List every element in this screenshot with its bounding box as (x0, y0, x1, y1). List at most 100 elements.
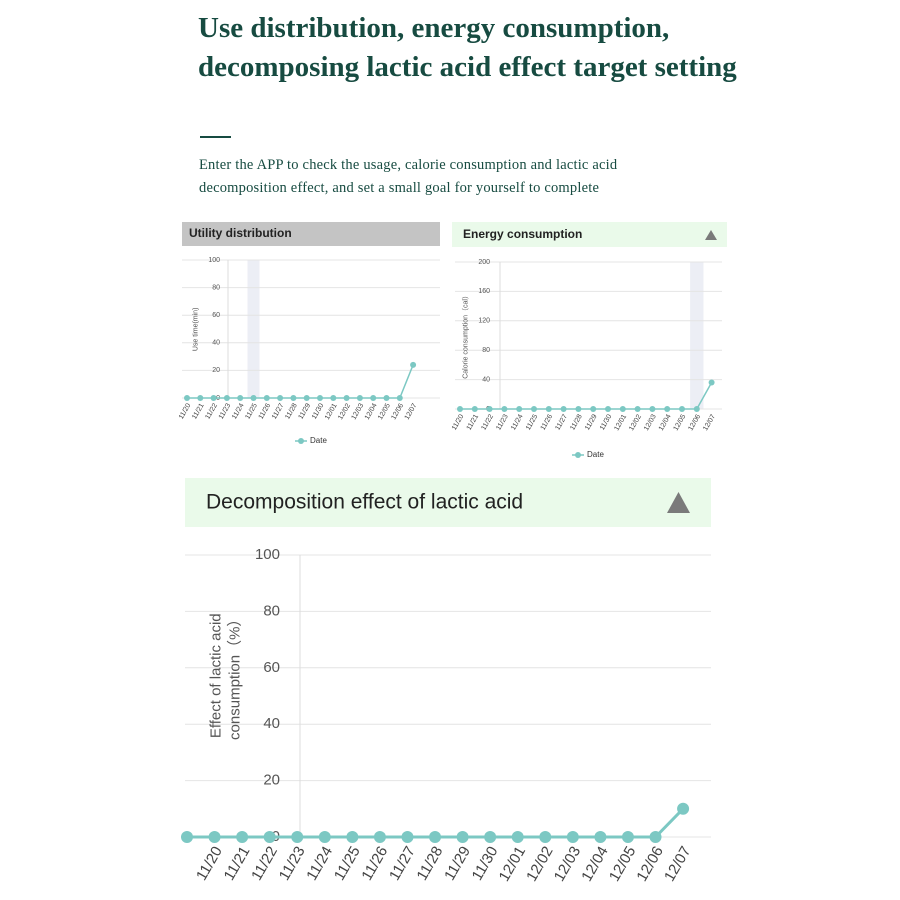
x-tick-label: 12/01 (496, 843, 529, 884)
x-tick-label: 12/03 (643, 413, 658, 432)
x-tick-label: 12/05 (606, 843, 639, 884)
x-tick-label: 12/01 (613, 413, 628, 432)
y-tick-label: 20 (263, 772, 280, 789)
data-point (410, 361, 417, 368)
data-point (208, 831, 221, 843)
data-point (184, 395, 190, 401)
x-tick-label: 11/28 (284, 402, 299, 420)
x-tick-label: 11/23 (276, 843, 309, 883)
x-tick-label: 12/06 (633, 843, 666, 884)
y-tick-label: 40 (212, 340, 220, 347)
x-tick-label: 12/04 (578, 843, 611, 884)
data-point (679, 406, 685, 412)
x-tick-label: 11/29 (298, 402, 313, 420)
panel-header (452, 222, 727, 247)
chart-title: Energy consumption (463, 227, 582, 241)
collapse-icon[interactable] (705, 230, 717, 240)
data-point (250, 395, 257, 401)
data-point (236, 831, 249, 843)
x-tick-label: 11/29 (441, 843, 474, 883)
data-point (291, 831, 304, 843)
data-point (290, 395, 297, 401)
data-point (501, 406, 508, 412)
y-tick-label: 80 (212, 284, 220, 291)
data-point (197, 395, 204, 401)
x-tick-label: 12/07 (661, 843, 694, 884)
x-tick-label: 11/24 (231, 402, 246, 420)
data-point (373, 831, 386, 843)
page-subtitle: Enter the APP to check the usage, calori… (199, 157, 618, 196)
x-tick-label: 12/07 (404, 402, 419, 421)
x-tick-label: 11/28 (413, 843, 446, 883)
panel-header (185, 478, 711, 527)
y-tick-label: 160 (478, 288, 490, 295)
y-tick-label: 80 (263, 602, 280, 619)
y-tick-label: 80 (482, 347, 490, 354)
y-tick-label: 60 (263, 659, 280, 676)
x-tick-label: 11/23 (495, 413, 510, 431)
y-tick-label: 120 (478, 318, 490, 325)
data-point (511, 831, 524, 843)
y-tick-label: 100 (255, 546, 280, 563)
data-point (401, 831, 414, 843)
x-tick-label: 11/22 (248, 843, 281, 883)
y-axis-label: Use time(min) (192, 307, 200, 351)
data-point (649, 406, 656, 412)
x-tick-label: 12/05 (673, 413, 688, 432)
data-point (429, 831, 442, 843)
data-point (677, 802, 690, 815)
data-point (356, 395, 363, 401)
data-point (590, 406, 597, 412)
y-axis-label: Effect of lactic acid consumption（%） (207, 611, 243, 741)
x-tick-label: 11/23 (218, 402, 233, 420)
y-tick-label: 60 (212, 312, 220, 319)
x-tick-label: 12/03 (551, 843, 584, 884)
x-tick-label: 11/28 (569, 413, 584, 431)
page-title: Use distribution, energy consumption, de… (198, 12, 737, 83)
x-tick-label: 12/07 (702, 413, 717, 432)
x-tick-label: 12/02 (523, 843, 556, 884)
x-tick-label: 12/04 (658, 413, 673, 432)
data-point (210, 395, 217, 401)
x-tick-label: 11/26 (540, 413, 555, 431)
hover-band (690, 262, 704, 409)
x-tick-label: 11/25 (525, 413, 540, 431)
x-tick-label: 11/26 (258, 402, 273, 420)
data-point (343, 395, 350, 401)
collapse-icon[interactable] (667, 492, 690, 513)
data-point (545, 406, 552, 412)
data-point (516, 406, 523, 412)
chart-title: Utility distribution (189, 226, 292, 240)
x-tick-label: 11/27 (386, 843, 419, 883)
x-tick-label: 11/21 (191, 402, 206, 420)
data-point (621, 831, 634, 843)
data-point (277, 395, 284, 401)
data-point (594, 831, 607, 843)
data-point (456, 831, 469, 843)
data-point (318, 831, 331, 843)
data-point (263, 831, 276, 843)
data-point (619, 406, 626, 412)
data-point (237, 395, 244, 401)
series-line (187, 364, 414, 399)
data-point (181, 831, 193, 843)
data-point (263, 395, 270, 401)
data-point (346, 831, 359, 843)
data-point (223, 395, 230, 401)
data-point (664, 406, 671, 412)
x-tick-label: 11/22 (204, 402, 219, 420)
data-point (370, 395, 377, 401)
data-point (560, 406, 567, 412)
x-tick-label: 12/06 (687, 413, 702, 432)
y-axis-label: Calorie consumption（cal） (462, 292, 470, 379)
x-tick-label: 11/20 (178, 402, 193, 420)
data-point (471, 406, 478, 412)
data-point (575, 406, 582, 412)
data-point (539, 831, 552, 843)
panel-header (182, 222, 440, 246)
y-tick-label: 100 (208, 257, 220, 264)
chart-title: Decomposition effect of lactic acid (206, 491, 523, 514)
x-tick-label: 12/02 (628, 413, 643, 432)
hover-band (247, 260, 260, 398)
